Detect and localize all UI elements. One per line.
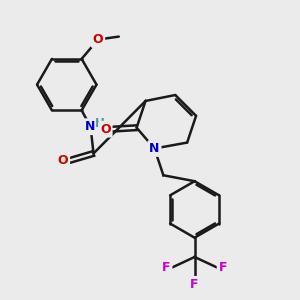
Text: F: F <box>162 261 171 274</box>
Text: N: N <box>149 142 160 155</box>
Text: O: O <box>100 123 111 136</box>
Text: F: F <box>190 278 199 291</box>
Text: F: F <box>219 261 227 274</box>
Text: O: O <box>93 33 103 46</box>
Text: O: O <box>58 154 68 167</box>
Text: N: N <box>85 120 96 133</box>
Text: H: H <box>95 117 105 130</box>
